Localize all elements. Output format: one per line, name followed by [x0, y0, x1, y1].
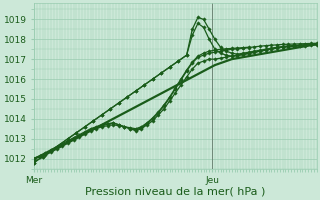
X-axis label: Pression niveau de la mer( hPa ): Pression niveau de la mer( hPa ) — [85, 187, 266, 197]
